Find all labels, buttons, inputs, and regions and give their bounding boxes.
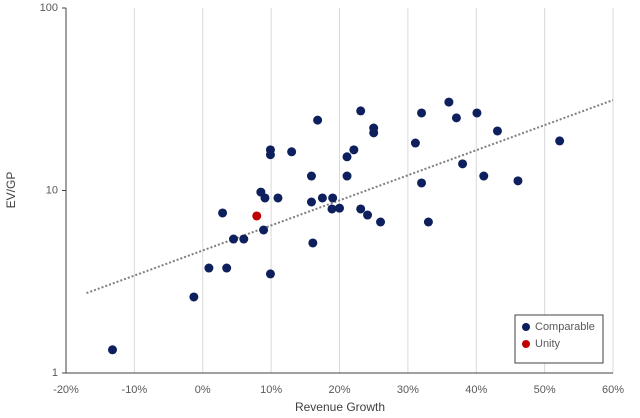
point: [204, 263, 214, 273]
point: [555, 136, 565, 146]
point: [342, 152, 352, 162]
point: [417, 178, 427, 188]
point: [252, 211, 262, 221]
point: [479, 171, 489, 181]
legend-label: Comparable: [535, 321, 595, 333]
y-tick-label: 100: [40, 2, 58, 14]
point: [218, 208, 228, 218]
point: [306, 171, 316, 181]
point: [369, 128, 379, 138]
x-axis-title: Revenue Growth: [295, 400, 385, 414]
point: [451, 113, 461, 123]
point: [472, 108, 482, 118]
point: [317, 193, 327, 203]
point: [107, 345, 117, 355]
point: [259, 225, 269, 235]
x-tick-label: -10%: [122, 384, 148, 396]
point: [327, 204, 337, 214]
point: [308, 238, 318, 248]
legend: Comparable Unity: [514, 314, 604, 364]
point: [313, 115, 323, 125]
x-tick-label: 30%: [397, 384, 419, 396]
point: [260, 193, 270, 203]
point: [265, 269, 275, 279]
point: [444, 97, 454, 107]
point: [229, 234, 239, 244]
point: [273, 193, 283, 203]
point: [239, 234, 249, 244]
point: [265, 150, 275, 160]
y-axis-title: EV/GP: [4, 172, 18, 209]
legend-label: Unity: [535, 338, 561, 350]
x-tick-label: 20%: [328, 384, 350, 396]
point: [492, 126, 502, 136]
x-tick-label: 10%: [260, 384, 282, 396]
point: [363, 210, 373, 220]
y-tick-label: 10: [46, 184, 58, 196]
legend-marker: [522, 323, 530, 331]
point: [328, 193, 338, 203]
point: [222, 263, 232, 273]
point: [356, 204, 366, 214]
point: [513, 176, 523, 186]
legend-marker: [522, 340, 530, 348]
point: [342, 171, 352, 181]
x-tick-label: -20%: [53, 384, 79, 396]
point: [356, 106, 366, 116]
x-tick-label: 40%: [465, 384, 487, 396]
x-tick-label: 50%: [534, 384, 556, 396]
point: [349, 145, 359, 155]
point: [376, 217, 386, 227]
point: [335, 203, 344, 213]
trendline: [86, 99, 614, 295]
point: [306, 197, 316, 207]
legend-box: [514, 314, 604, 364]
point: [423, 217, 433, 227]
point: [410, 138, 420, 148]
x-tick-label: 0%: [195, 384, 211, 396]
point: [189, 292, 199, 302]
y-tick-label: 1: [52, 367, 58, 379]
point: [417, 108, 427, 118]
point: [287, 147, 297, 157]
point: [458, 159, 468, 169]
x-tick-label: 60%: [602, 384, 624, 396]
